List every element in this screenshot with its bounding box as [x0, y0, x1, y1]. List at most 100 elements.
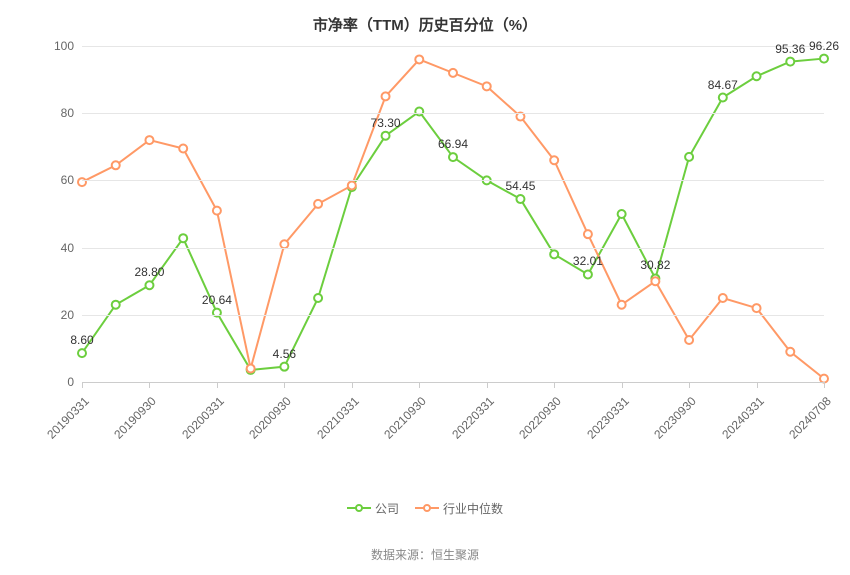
x-axis-tick — [757, 382, 758, 388]
series-marker — [382, 132, 390, 140]
data-point-label: 28.80 — [134, 265, 164, 279]
x-axis-tick — [352, 382, 353, 388]
x-axis-tick-label: 20230930 — [651, 394, 699, 442]
series-marker — [449, 153, 457, 161]
x-axis-tick — [419, 382, 420, 388]
series-marker — [516, 195, 524, 203]
y-axis-tick-label: 80 — [46, 106, 74, 120]
series-marker — [584, 230, 592, 238]
gridline — [82, 46, 824, 47]
series-marker — [449, 69, 457, 77]
series-marker — [145, 136, 153, 144]
data-point-label: 4.56 — [273, 347, 296, 361]
data-point-label: 84.67 — [708, 78, 738, 92]
data-point-label: 95.36 — [775, 42, 805, 56]
series-marker — [179, 234, 187, 242]
x-axis-tick-label: 20220331 — [449, 394, 497, 442]
x-axis-tick-label: 20200331 — [179, 394, 227, 442]
series-line — [82, 59, 824, 370]
series-marker — [382, 92, 390, 100]
legend-item[interactable]: 公司 — [347, 500, 399, 517]
legend-label: 公司 — [375, 500, 399, 517]
legend-label: 行业中位数 — [443, 500, 503, 517]
x-axis-tick — [82, 382, 83, 388]
series-marker — [651, 277, 659, 285]
gridline — [82, 180, 824, 181]
series-line — [82, 59, 824, 378]
series-marker — [78, 349, 86, 357]
series-marker — [314, 200, 322, 208]
series-marker — [786, 58, 794, 66]
series-marker — [280, 363, 288, 371]
series-marker — [112, 301, 120, 309]
series-marker — [550, 156, 558, 164]
chart-lines-svg — [82, 46, 824, 382]
x-axis-tick — [622, 382, 623, 388]
x-axis-tick-label: 20200930 — [247, 394, 295, 442]
series-marker — [786, 348, 794, 356]
legend-line-icon — [415, 507, 439, 509]
legend-marker-icon — [355, 504, 363, 512]
series-marker — [247, 365, 255, 373]
series-marker — [415, 108, 423, 116]
x-axis-tick-label: 20190331 — [44, 394, 92, 442]
x-axis-tick-label: 20220930 — [516, 394, 564, 442]
data-source-label: 数据来源：恒生聚源 — [0, 546, 850, 563]
chart-container: 市净率（TTM）历史百分位（%） 8.60 28.80 20.64 4.56 73.30… — [0, 0, 850, 575]
x-axis-tick-label: 20240331 — [719, 394, 767, 442]
chart-title: 市净率（TTM）历史百分位（%） — [0, 14, 850, 35]
x-axis-tick — [554, 382, 555, 388]
x-axis-tick-label: 20230331 — [584, 394, 632, 442]
y-axis-tick-label: 20 — [46, 308, 74, 322]
x-axis-tick-label: 20190930 — [112, 394, 160, 442]
data-point-label: 30.82 — [640, 258, 670, 272]
data-point-label: 8.60 — [70, 333, 93, 347]
series-marker — [753, 304, 761, 312]
data-point-label: 54.45 — [505, 179, 535, 193]
series-marker — [685, 153, 693, 161]
series-marker — [820, 55, 828, 63]
legend: 公司 行业中位数 — [0, 498, 850, 517]
series-marker — [685, 336, 693, 344]
y-axis-tick-label: 60 — [46, 173, 74, 187]
x-axis-line — [82, 382, 824, 383]
x-axis-tick-label: 20210331 — [314, 394, 362, 442]
gridline — [82, 113, 824, 114]
series-marker — [753, 72, 761, 80]
series-marker — [179, 144, 187, 152]
legend-line-icon — [347, 507, 371, 509]
legend-marker-icon — [423, 504, 431, 512]
series-marker — [719, 94, 727, 102]
series-marker — [348, 181, 356, 189]
series-marker — [314, 294, 322, 302]
x-axis-tick — [149, 382, 150, 388]
series-marker — [415, 55, 423, 63]
series-marker — [483, 82, 491, 90]
gridline — [82, 315, 824, 316]
series-marker — [618, 301, 626, 309]
gridline — [82, 248, 824, 249]
x-axis-tick-label: 20240708 — [786, 394, 834, 442]
y-axis-tick-label: 100 — [46, 39, 74, 53]
x-axis-tick — [689, 382, 690, 388]
x-axis-tick — [824, 382, 825, 388]
data-point-label: 32.01 — [573, 254, 603, 268]
series-marker — [550, 250, 558, 258]
y-axis-tick-label: 40 — [46, 241, 74, 255]
x-axis-tick — [284, 382, 285, 388]
legend-item[interactable]: 行业中位数 — [415, 500, 503, 517]
series-marker — [618, 210, 626, 218]
x-axis-tick — [217, 382, 218, 388]
series-marker — [213, 207, 221, 215]
data-point-label: 20.64 — [202, 293, 232, 307]
y-axis-tick-label: 0 — [46, 375, 74, 389]
data-point-label: 73.30 — [371, 116, 401, 130]
series-marker — [78, 178, 86, 186]
series-marker — [719, 294, 727, 302]
x-axis-tick — [487, 382, 488, 388]
data-point-label: 96.26 — [809, 39, 839, 53]
series-marker — [145, 281, 153, 289]
data-point-label: 66.94 — [438, 137, 468, 151]
series-marker — [584, 270, 592, 278]
x-axis-tick-label: 20210930 — [382, 394, 430, 442]
